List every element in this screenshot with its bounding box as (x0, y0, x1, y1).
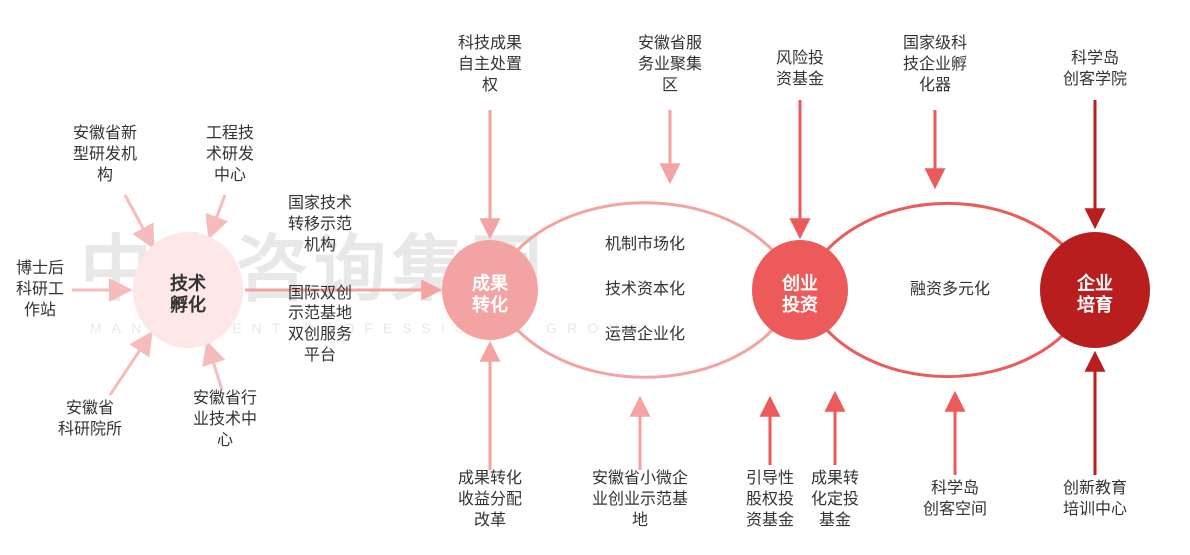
radial-input-label: 工程技术研发中心 (206, 124, 254, 186)
top-input-label: 科学岛创客学院 (1063, 49, 1127, 91)
radial-input-label: 博士后科研工作站 (16, 259, 64, 321)
radial-input-label: 安徽省科研院所 (58, 399, 122, 441)
radial-input-label: 安徽省新型研发机构 (73, 124, 137, 186)
connector-label: 国际双创示范基地双创服务平台 (288, 284, 352, 367)
connector-label: 国家技术转移示范机构 (288, 194, 352, 256)
top-input-label: 科技成果自主处置权 (458, 34, 522, 96)
bottom-input-label: 创新教育培训中心 (1063, 479, 1127, 521)
bottom-input-label: 安徽省小微企业创业示范基地 (592, 469, 688, 531)
radial-input-arrow (210, 195, 225, 235)
top-input-label: 风险投资基金 (776, 49, 824, 91)
radial-input-arrow (125, 195, 152, 245)
bottom-input-label: 成果转化定投基金 (811, 469, 859, 531)
center-label: 机制市场化 (605, 235, 685, 256)
bottom-input-label: 成果转化收益分配改革 (458, 469, 522, 531)
top-input-label: 国家级科技企业孵化器 (903, 34, 967, 96)
top-input-label: 安徽省服务业聚集区 (638, 34, 702, 96)
center-label: 运营企业化 (605, 325, 685, 346)
bottom-input-label: 引导性股权投资基金 (746, 469, 794, 531)
radial-input-arrow (110, 335, 150, 395)
bottom-input-label: 科学岛创客空间 (923, 479, 987, 521)
center-label: 技术资本化 (605, 280, 685, 301)
center-label: 融资多元化 (910, 280, 990, 301)
radial-input-label: 安徽省行业技术中心 (193, 389, 257, 451)
radial-input-arrow (208, 345, 222, 390)
